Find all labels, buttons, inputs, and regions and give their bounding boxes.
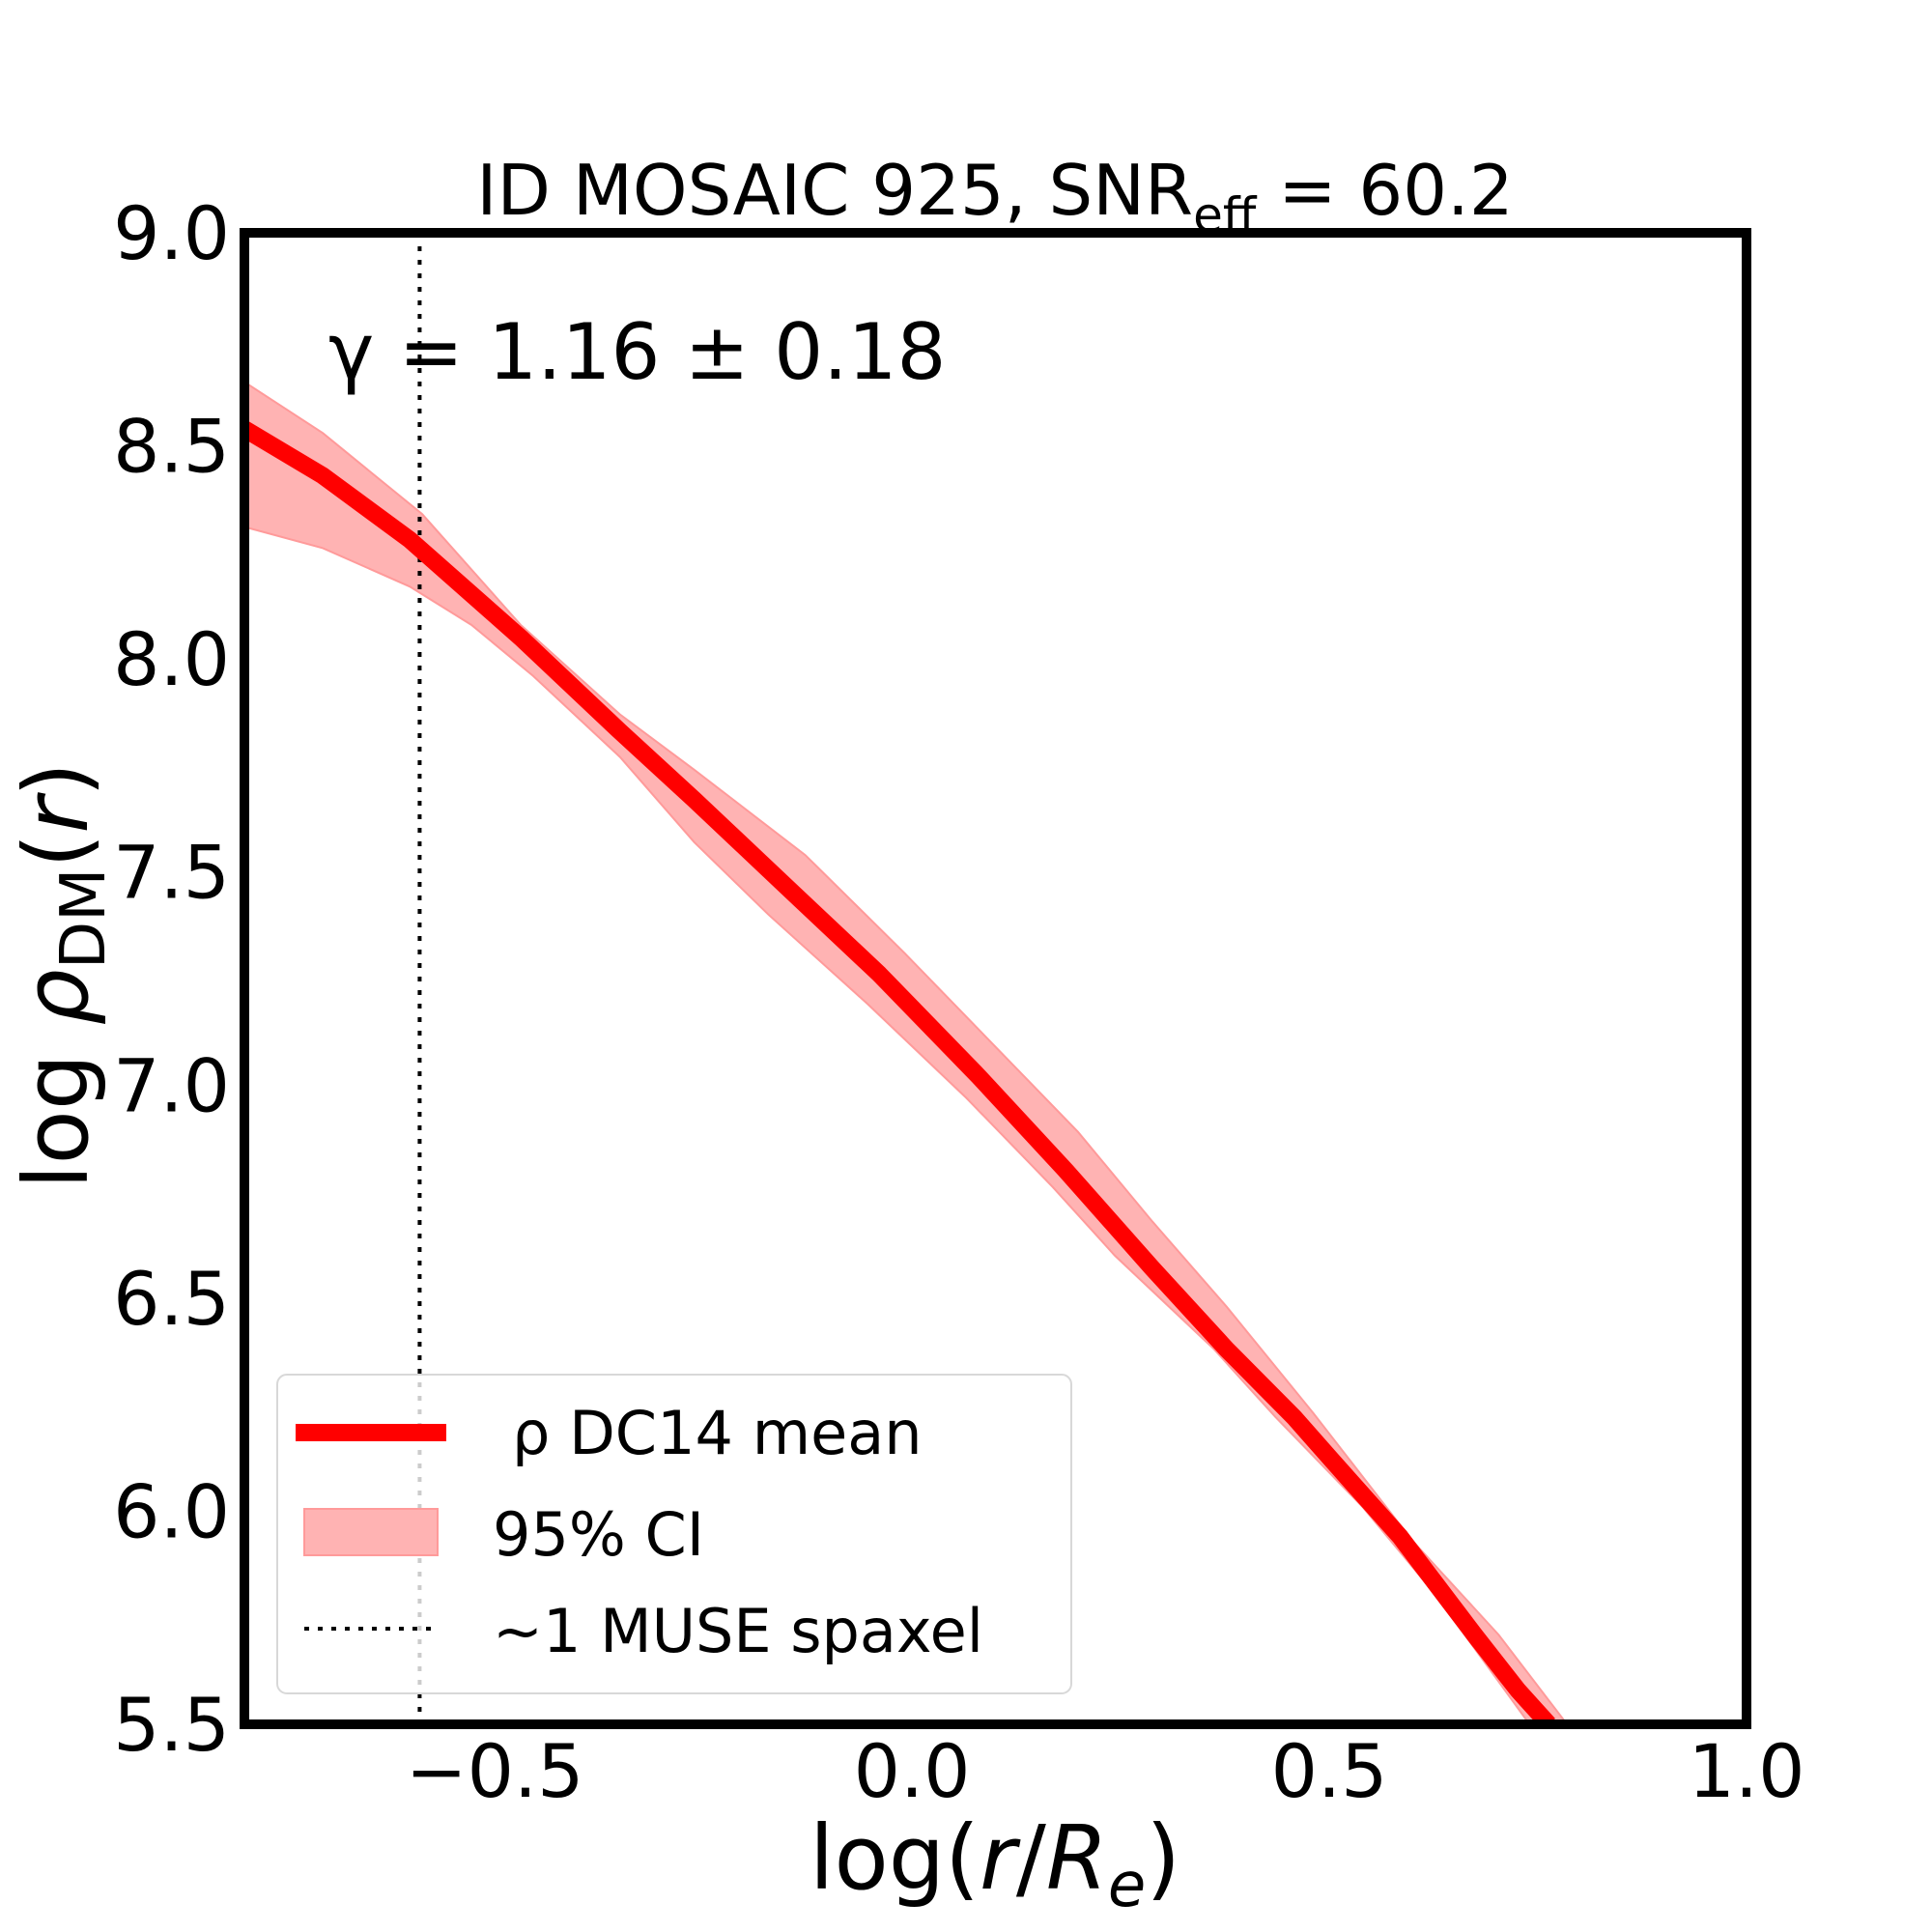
y-tick-label: 7.5 [113,830,230,916]
legend: ρ DC14 mean 95% CI ~1 MUSE spaxel [276,1374,1072,1694]
legend-ci-label: 95% CI [493,1499,704,1570]
y-tick-label: 7.0 [113,1042,230,1128]
mean-line [244,421,1555,1724]
axes-frame [240,228,1751,1729]
x-tick-label: 0.5 [1271,1728,1388,1814]
legend-ci-swatch [303,1508,439,1556]
legend-vline-label: ~1 MUSE spaxel [493,1596,983,1666]
x-tick-label: 0.0 [854,1728,971,1814]
x-tick-label: 1.0 [1689,1728,1805,1814]
chart-title: ID MOSAIC 925, SNReff = 60.2 [476,150,1513,243]
y-tick-label: 5.5 [113,1682,230,1768]
gamma-annotation: γ = 1.16 ± 0.18 [328,307,946,397]
y-tick-label: 6.5 [113,1256,230,1342]
x-tick-label: −0.5 [406,1728,584,1814]
y-tick-label: 8.5 [113,404,230,490]
y-tick-label: 6.0 [113,1468,230,1554]
y-tick-label: 9.0 [113,190,230,276]
y-axis-label: log ρDM(r) [5,762,120,1189]
y-tick-label: 8.0 [113,616,230,702]
x-axis-label: log(r/Re) [810,1806,1180,1921]
legend-mean-label: ρ DC14 mean [512,1398,923,1468]
